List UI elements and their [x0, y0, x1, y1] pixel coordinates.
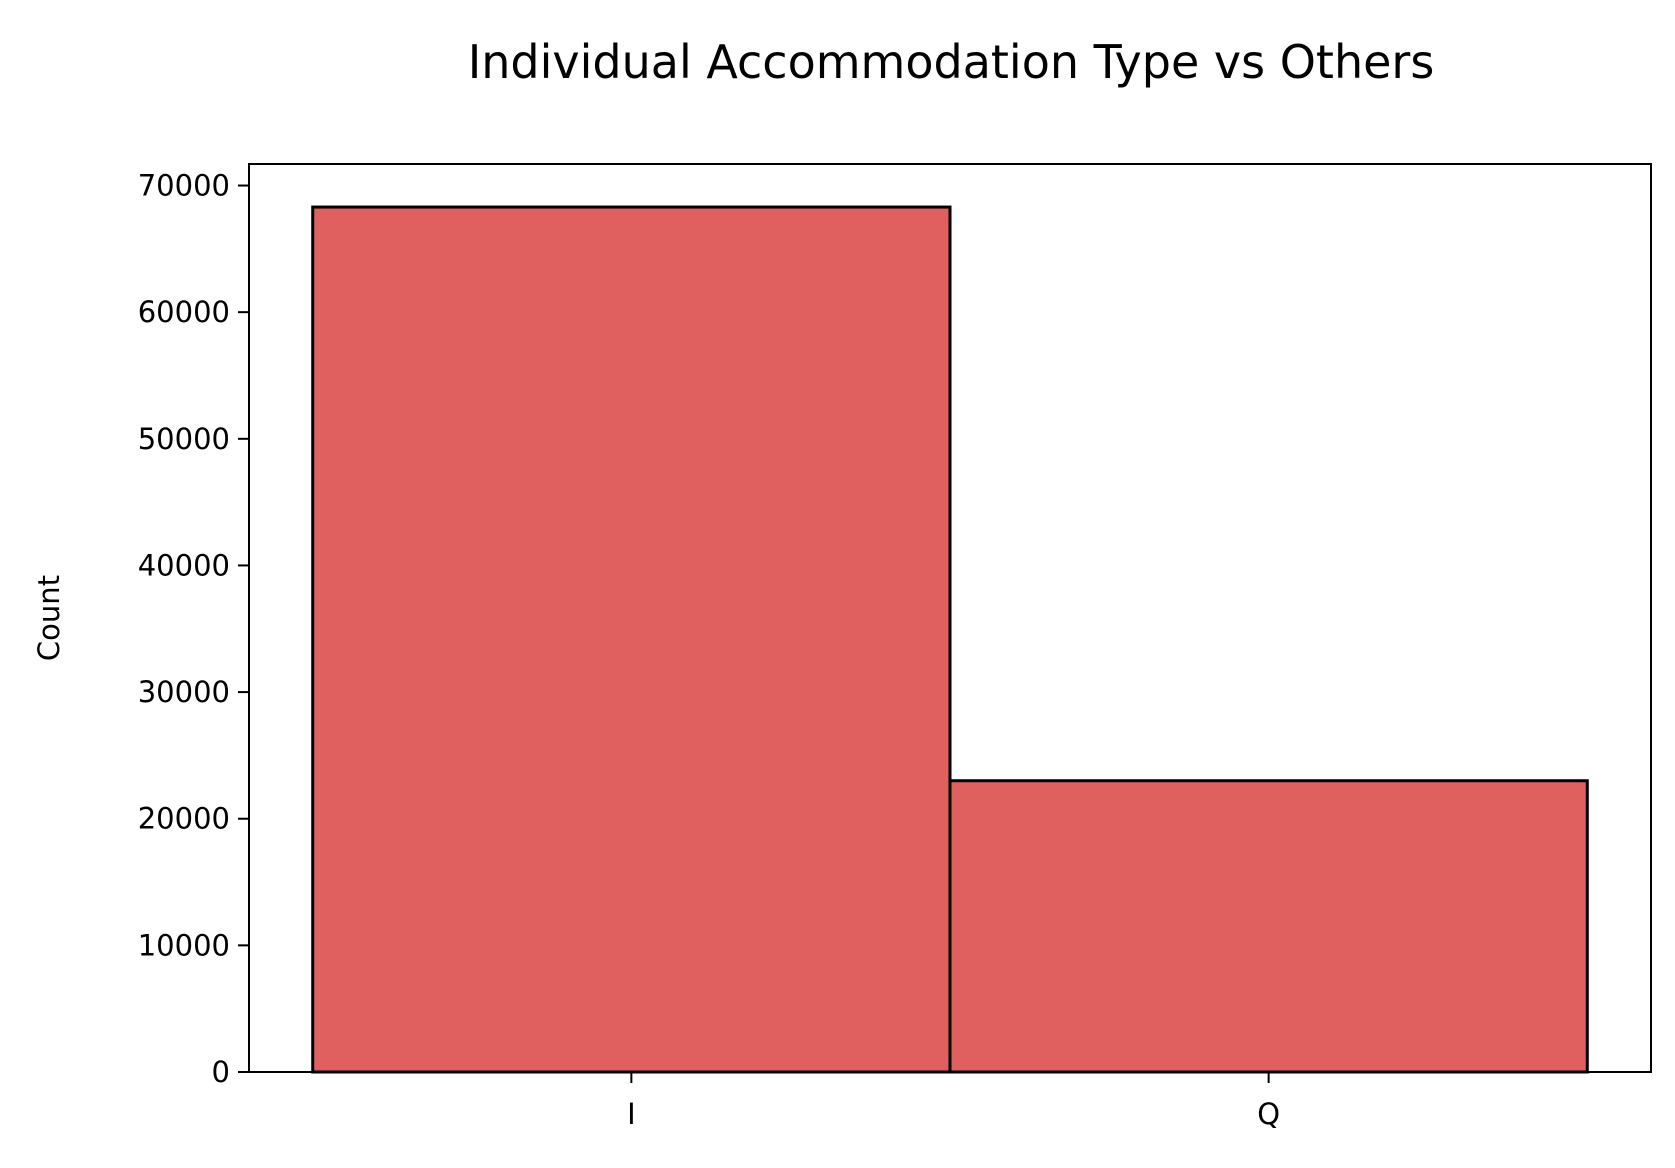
plot-frame: [248, 163, 1652, 1073]
x-tick-label: Q: [1257, 1097, 1280, 1131]
bar-q: [948, 779, 1589, 1074]
y-tick-label: 10000: [138, 928, 230, 962]
y-axis-label: Count: [32, 575, 66, 661]
bars-group: [311, 205, 1589, 1074]
y-tick-label: 30000: [138, 675, 230, 709]
y-tick-label: 50000: [138, 422, 230, 456]
chart-title: Individual Accommodation Type vs Others: [468, 35, 1435, 89]
x-tick-label: I: [627, 1097, 636, 1131]
y-axis: 0 10000 20000 30000 40000 50000 60000 70000: [138, 169, 249, 1089]
y-tick-label: 40000: [138, 548, 230, 582]
y-tick-label: 0: [212, 1055, 230, 1089]
bar-i: [311, 205, 952, 1074]
y-tick-label: 20000: [138, 802, 230, 836]
y-tick-label: 70000: [138, 169, 230, 203]
y-tick-label: 60000: [138, 295, 230, 329]
